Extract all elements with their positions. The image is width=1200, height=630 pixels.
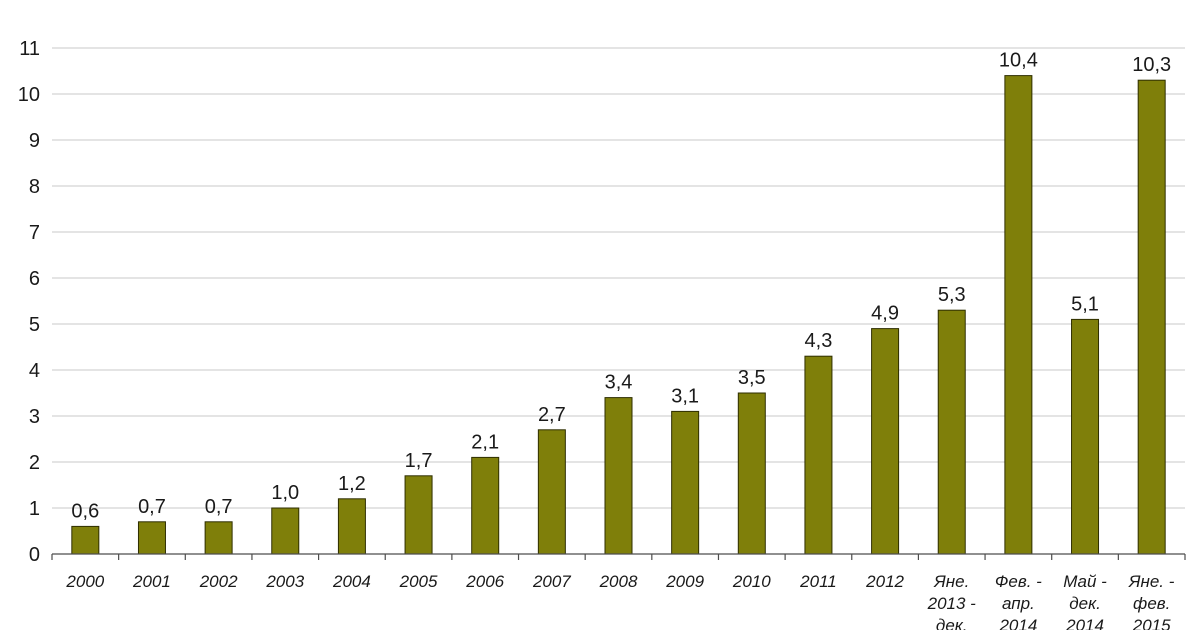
- x-category-label: Май -дек. 2014: [1063, 572, 1107, 630]
- bar: [471, 456, 500, 555]
- data-label: 0,7: [205, 496, 233, 518]
- data-label: 4,9: [871, 303, 899, 325]
- data-label: 0,7: [138, 496, 166, 518]
- y-tick-label: 5: [29, 314, 40, 336]
- data-label: 0,6: [71, 500, 99, 522]
- data-label: 3,5: [738, 367, 766, 389]
- y-tick-label: 2: [29, 452, 40, 474]
- bar: [337, 498, 366, 555]
- y-tick-label: 1: [29, 498, 40, 520]
- bar: [604, 397, 633, 555]
- x-category-label: 2003: [265, 572, 304, 591]
- x-category-label: 2010: [732, 572, 771, 591]
- x-category-label: Яне. 2013 -дек.: [927, 572, 977, 630]
- bar: [1137, 79, 1166, 555]
- bar: [737, 392, 766, 555]
- y-tick-label: 3: [29, 406, 40, 428]
- data-label: 4,3: [805, 330, 833, 352]
- bar: [71, 525, 100, 555]
- x-category-label: Фев. -апр. 2014: [995, 572, 1042, 630]
- bar: [537, 429, 566, 555]
- bar: [1004, 75, 1033, 555]
- y-axis-ticks: 0 1 2 3 4 5 6 7 8 9 10 11: [18, 38, 40, 566]
- data-label: 3,1: [671, 385, 699, 407]
- x-category-label: 2008: [599, 572, 638, 591]
- data-label: 10,3: [1132, 54, 1171, 76]
- y-tick-label: 10: [18, 84, 40, 106]
- x-axis-categories: 2000 2001 2002 2003 2004 2005 2006 2007 2008 2009…: [51, 554, 1186, 630]
- bar: [937, 309, 966, 555]
- x-category-label: 2001: [132, 572, 171, 591]
- y-tick-label: 0: [29, 544, 40, 566]
- data-label: 1,0: [271, 482, 299, 504]
- data-label: 1,2: [338, 473, 366, 495]
- data-labels: 0,6 0,7 0,7 1,0 1,2 1,7 2,1 2,7 3,4 3,1 3,5 4,3 4,9 5…: [71, 50, 1171, 523]
- bar: [671, 410, 700, 555]
- bar: [804, 355, 833, 555]
- y-tick-label: 7: [29, 222, 40, 244]
- bar: [137, 521, 166, 555]
- y-tick-label: 6: [29, 268, 40, 290]
- y-tick-label: 8: [29, 176, 40, 198]
- x-category-label: 2009: [665, 572, 704, 591]
- x-category-label: 2006: [465, 572, 504, 591]
- bars: [71, 75, 1166, 555]
- data-label: 10,4: [999, 50, 1038, 72]
- bar: [204, 521, 233, 555]
- x-category-label: 2002: [199, 572, 238, 591]
- data-label: 5,3: [938, 284, 966, 306]
- bar: [271, 507, 300, 555]
- gridlines: [52, 47, 1185, 509]
- y-tick-label: 11: [19, 38, 40, 60]
- bar: [404, 475, 433, 555]
- x-category-label: 2012: [865, 572, 904, 591]
- x-category-label: 2004: [332, 572, 371, 591]
- x-category-label: 2007: [532, 572, 571, 591]
- x-category-label: Яне. -фев. 2015: [1128, 572, 1175, 630]
- data-label: 3,4: [605, 372, 633, 394]
- data-label: 5,1: [1071, 293, 1099, 315]
- y-tick-label: 4: [29, 360, 40, 382]
- data-label: 2,1: [471, 431, 499, 453]
- y-tick-label: 9: [29, 130, 40, 152]
- x-category-label: 2000: [65, 572, 104, 591]
- x-category-label: 2005: [399, 572, 438, 591]
- data-label: 2,7: [538, 404, 566, 426]
- x-category-label: 2011: [799, 572, 837, 591]
- bar: [871, 328, 900, 555]
- data-label: 1,7: [405, 450, 433, 472]
- bar: [1071, 318, 1100, 555]
